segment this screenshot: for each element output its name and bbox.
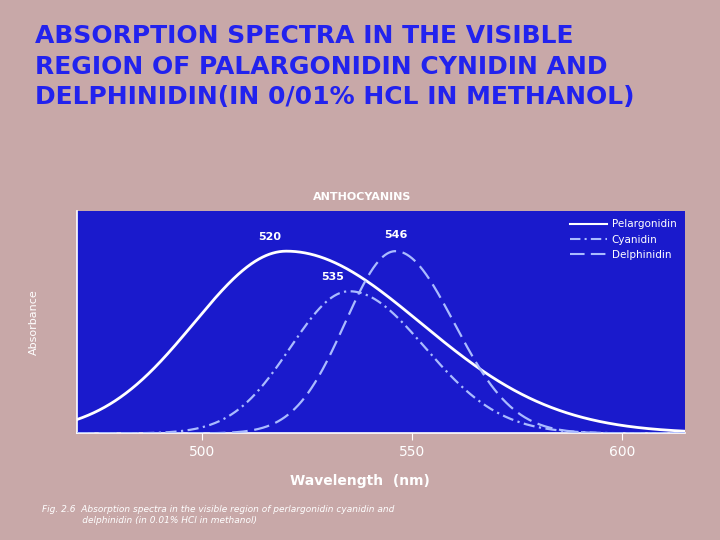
Text: Fig. 2.6  Absorption spectra in the visible region of perlargonidin cyanidin and: Fig. 2.6 Absorption spectra in the visib… bbox=[42, 505, 395, 525]
Text: Wavelength  (nm): Wavelength (nm) bbox=[290, 474, 430, 488]
Legend: Pelargonidin, Cyanidin, Delphinidin: Pelargonidin, Cyanidin, Delphinidin bbox=[567, 217, 680, 263]
Text: ANTHOCYANINS: ANTHOCYANINS bbox=[313, 192, 412, 202]
Text: ABSORPTION SPECTRA IN THE VISIBLE
REGION OF PALARGONIDIN CYNIDIN AND
DELPHINIDIN: ABSORPTION SPECTRA IN THE VISIBLE REGION… bbox=[35, 24, 634, 110]
Text: 535: 535 bbox=[321, 272, 344, 282]
Text: Absorbance: Absorbance bbox=[29, 289, 39, 355]
Text: 546: 546 bbox=[384, 230, 407, 240]
Text: 520: 520 bbox=[258, 232, 281, 242]
